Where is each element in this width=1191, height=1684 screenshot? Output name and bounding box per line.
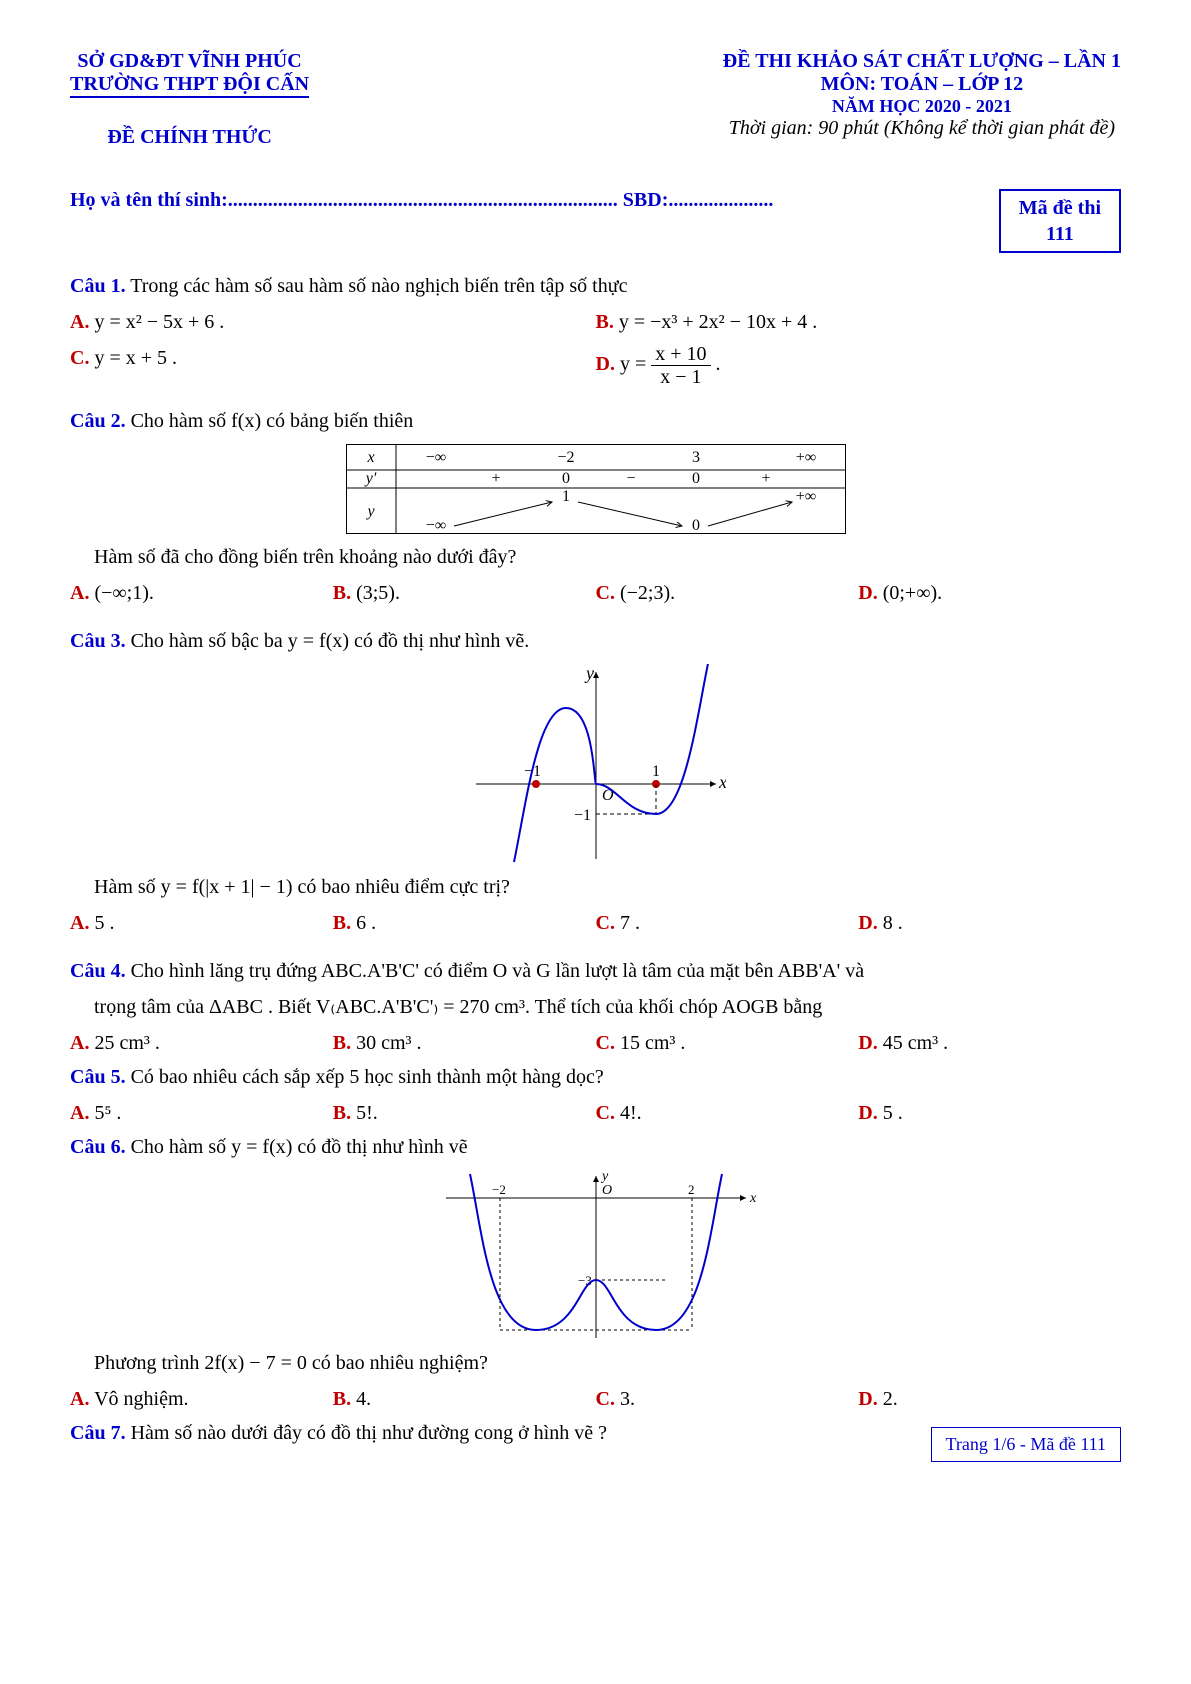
q5-options: A. 5⁵ . B. 5!. C. 4!. D. 5 . [70, 1098, 1121, 1128]
svg-text:+: + [761, 470, 770, 487]
q6-options: A. Vô nghiệm. B. 4. C. 3. D. 2. [70, 1384, 1121, 1414]
q2-sub: Hàm số đã cho đồng biến trên khoảng nào … [94, 542, 1121, 572]
svg-text:O: O [602, 1183, 612, 1198]
q6-label: Câu 6. [70, 1136, 126, 1158]
question-5: Câu 5. Có bao nhiêu cách sắp xếp 5 học s… [70, 1062, 1121, 1128]
code-box: Mã đề thi 111 [999, 189, 1121, 253]
question-4: Câu 4. Cho hình lăng trụ đứng ABC.A'B'C'… [70, 956, 1121, 1058]
question-6: Câu 6. Cho hàm số y = f(x) có đồ thị như… [70, 1132, 1121, 1414]
svg-text:−2: −2 [492, 1182, 506, 1197]
svg-text:x: x [718, 772, 726, 792]
svg-text:0: 0 [562, 470, 570, 487]
q2-label: Câu 2. [70, 410, 126, 432]
svg-text:x: x [366, 449, 374, 466]
svg-text:0: 0 [692, 470, 700, 487]
opt-b-label: B. [596, 311, 614, 333]
q1-opt-a: y = x² − 5x + 6 . [94, 311, 224, 333]
svg-text:+: + [491, 470, 500, 487]
dept: SỞ GD&ĐT VĨNH PHÚC [70, 50, 309, 73]
school: TRƯỜNG THPT ĐỘI CẤN [70, 73, 309, 98]
svg-text:1: 1 [562, 488, 570, 505]
q1-opt-c: y = x + 5 . [94, 347, 177, 369]
header-left: SỞ GD&ĐT VĨNH PHÚC TRƯỜNG THPT ĐỘI CẤN Đ… [70, 50, 309, 149]
svg-text:−∞: −∞ [425, 449, 445, 466]
q5-label: Câu 5. [70, 1066, 126, 1088]
opt-a-label: A. [70, 311, 89, 333]
svg-text:2: 2 [688, 1182, 695, 1197]
code-value: 111 [1019, 221, 1101, 247]
q6-graph: O y x −2 2 −3 [426, 1170, 766, 1340]
official-label: ĐỀ CHÍNH THỨC [70, 126, 309, 149]
q1-label: Câu 1. [70, 275, 126, 297]
q4-text: Cho hình lăng trụ đứng ABC.A'B'C' có điể… [131, 960, 865, 982]
student-row: Họ và tên thí sinh:.....................… [70, 189, 1121, 253]
svg-text:−: − [626, 470, 635, 487]
svg-text:+∞: +∞ [795, 449, 815, 466]
q5-text: Có bao nhiêu cách sắp xếp 5 học sinh thà… [131, 1066, 604, 1088]
q4-options: A. 25 cm³ . B. 30 cm³ . C. 15 cm³ . D. 4… [70, 1028, 1121, 1058]
q3-graph: x y O −1 1 −1 [466, 664, 726, 864]
q1-text: Trong các hàm số sau hàm số nào nghịch b… [130, 275, 627, 297]
svg-text:x: x [749, 1191, 757, 1206]
q4-text2: trọng tâm của ΔABC . Biết V₍ABC.A'B'C'₎ … [94, 992, 1121, 1022]
exam-subject: MÔN: TOÁN – LỚP 12 [723, 73, 1121, 96]
student-name-line: Họ và tên thí sinh:.....................… [70, 189, 987, 212]
svg-text:−3: −3 [578, 1273, 592, 1288]
q3-label: Câu 3. [70, 630, 126, 652]
q2-text: Cho hàm số f(x) có bảng biến thiên [131, 410, 414, 432]
exam-header: SỞ GD&ĐT VĨNH PHÚC TRƯỜNG THPT ĐỘI CẤN Đ… [70, 50, 1121, 149]
question-3: Câu 3. Cho hàm số bậc ba y = f(x) có đồ … [70, 626, 1121, 938]
opt-c-label: C. [70, 347, 89, 369]
svg-text:−1: −1 [574, 807, 591, 824]
svg-text:3: 3 [692, 449, 700, 466]
q7-text: Hàm số nào dưới đây có đồ thị như đường … [131, 1422, 607, 1444]
question-1: Câu 1. Trong các hàm số sau hàm số nào n… [70, 271, 1121, 388]
exam-title: ĐỀ THI KHẢO SÁT CHẤT LƯỢNG – LẦN 1 [723, 50, 1121, 73]
svg-text:+∞: +∞ [795, 488, 815, 505]
q6-text: Cho hàm số y = f(x) có đồ thị như hình v… [131, 1136, 468, 1158]
q6-sub: Phương trình 2f(x) − 7 = 0 có bao nhiêu … [94, 1348, 1121, 1378]
q3-sub: Hàm số y = f(|x + 1| − 1) có bao nhiêu đ… [94, 872, 1121, 902]
question-2: Câu 2. Cho hàm số f(x) có bảng biến thiê… [70, 406, 1121, 608]
q2-options: A. (−∞;1). B. (3;5). C. (−2;3). D. (0;+∞… [70, 578, 1121, 608]
q3-text: Cho hàm số bậc ba y = f(x) có đồ thị như… [131, 630, 530, 652]
q7-label: Câu 7. [70, 1422, 126, 1444]
q2-variation-table: x y' y −∞ −2 3 +∞ + 0 − 0 + −∞ 1 0 +∞ [346, 444, 846, 534]
svg-text:1: 1 [652, 763, 660, 780]
opt-d-label: D. [596, 353, 615, 375]
q1-opt-d: y = x + 10x − 1 . [620, 353, 721, 375]
header-right: ĐỀ THI KHẢO SÁT CHẤT LƯỢNG – LẦN 1 MÔN: … [723, 50, 1121, 140]
q4-label: Câu 4. [70, 960, 126, 982]
q1-options: A. y = x² − 5x + 6 . B. y = −x³ + 2x² − … [70, 301, 1121, 388]
svg-text:y: y [365, 503, 375, 520]
svg-text:0: 0 [692, 517, 700, 534]
svg-text:y: y [584, 664, 594, 683]
code-label: Mã đề thi [1019, 195, 1101, 221]
q1-opt-b: y = −x³ + 2x² − 10x + 4 . [619, 311, 817, 333]
svg-text:y: y [600, 1170, 609, 1184]
svg-text:−∞: −∞ [425, 517, 445, 534]
svg-text:−2: −2 [557, 449, 574, 466]
exam-time: Thời gian: 90 phút (Không kể thời gian p… [723, 117, 1121, 140]
q3-options: A. 5 . B. 6 . C. 7 . D. 8 . [70, 908, 1121, 938]
svg-text:y': y' [363, 470, 376, 487]
exam-year: NĂM HỌC 2020 - 2021 [723, 96, 1121, 117]
page-footer: Trang 1/6 - Mã đề 111 [931, 1427, 1122, 1462]
